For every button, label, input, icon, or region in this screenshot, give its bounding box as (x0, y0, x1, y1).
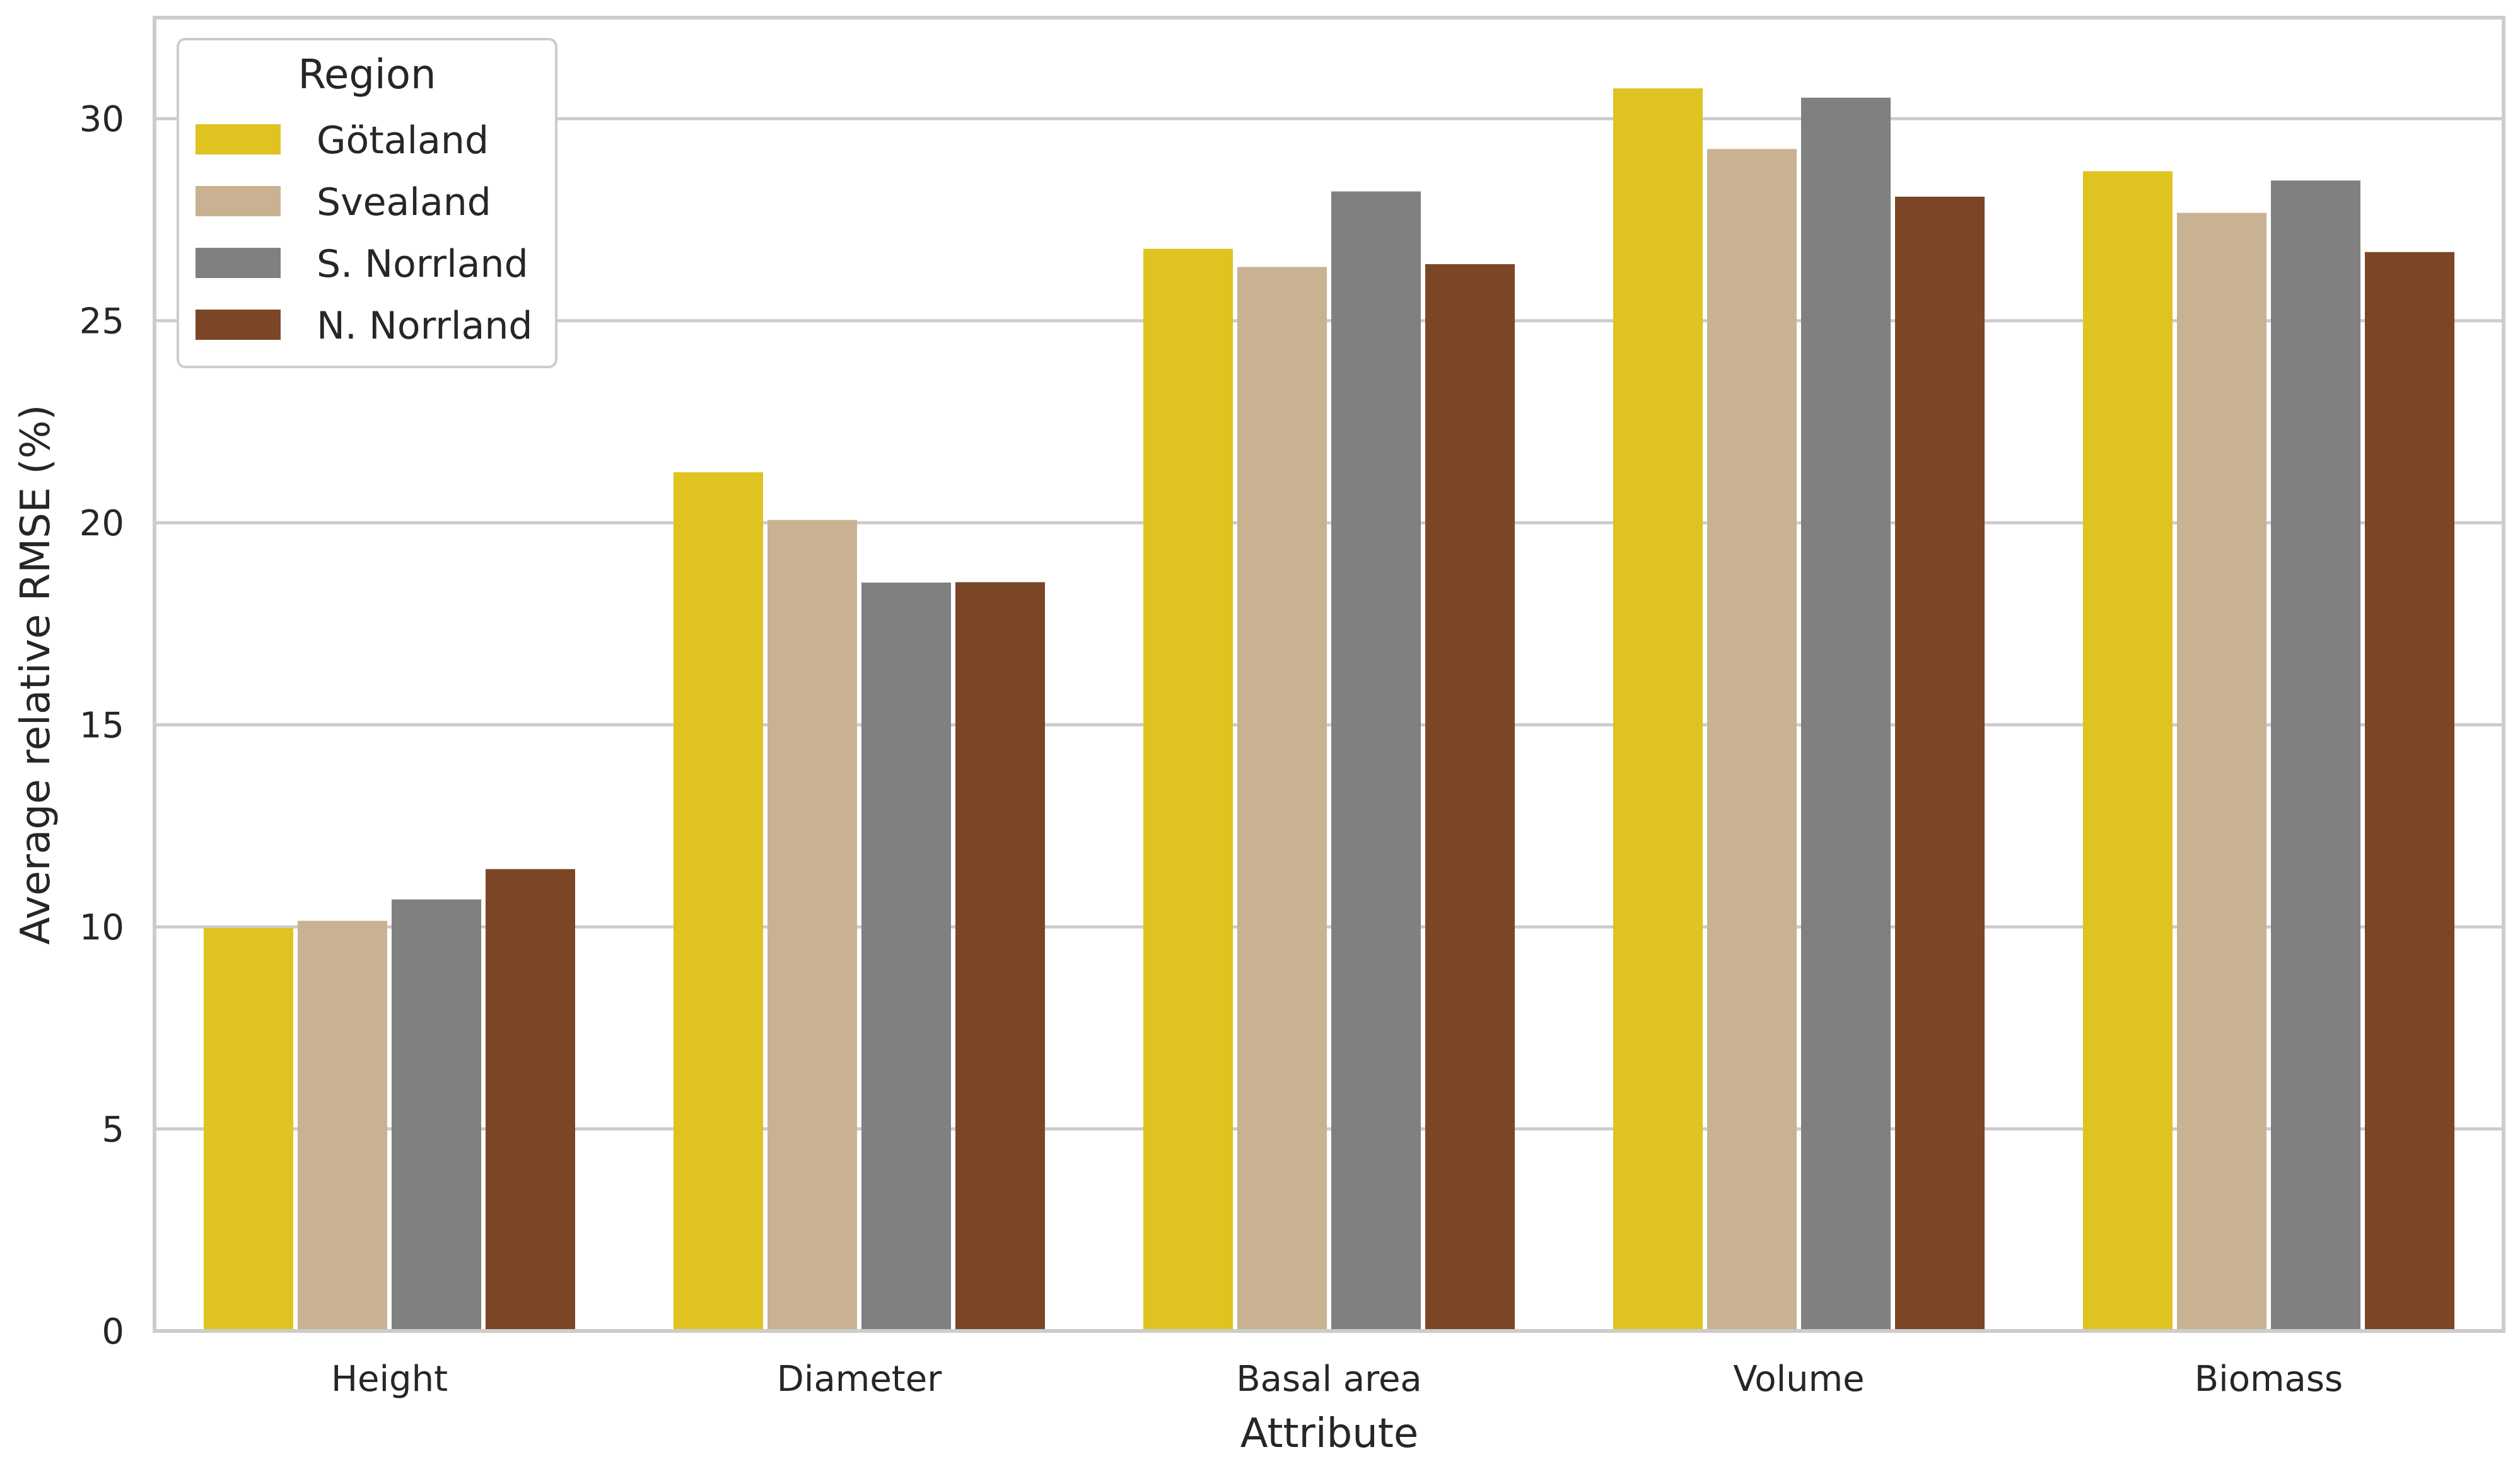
y-tick-label: 10 (79, 907, 124, 948)
x-axis-label: Attribute (1240, 1410, 1419, 1457)
x-tick-label: Height (331, 1359, 448, 1400)
bar-layer (204, 88, 2454, 1332)
bar (2177, 212, 2266, 1331)
legend-label: Götaland (317, 119, 489, 163)
bar (298, 921, 387, 1331)
legend-label: Svealand (317, 180, 491, 224)
y-tick-label: 20 (79, 503, 124, 544)
legend-items: Götaland Svealand S. Norrland N. Norrland (195, 119, 532, 348)
plot-frame (153, 16, 2505, 1333)
legend-title: Region (298, 52, 436, 98)
x-tick-label: Biomass (2195, 1359, 2343, 1400)
y-tick-label: 15 (79, 706, 124, 747)
bar (1613, 88, 1703, 1332)
bar (2271, 180, 2360, 1331)
y-tick-label: 5 (102, 1110, 124, 1151)
bar (486, 869, 575, 1331)
x-tick-label: Basal area (1236, 1359, 1421, 1400)
bar (2365, 252, 2454, 1332)
x-tick-labels: Height Diameter Basal area Volume Biomass (331, 1359, 2343, 1400)
bar (1331, 191, 1421, 1331)
bar (1237, 267, 1327, 1332)
y-tick-label: 25 (79, 301, 124, 342)
legend-swatch (195, 310, 281, 340)
y-tick-labels: 0 5 10 15 20 25 30 (79, 99, 124, 1352)
bar (955, 582, 1045, 1331)
bar (1425, 264, 1515, 1331)
bar (674, 472, 763, 1331)
legend-swatch (195, 186, 281, 216)
bar (2083, 171, 2173, 1331)
legend-swatch (195, 124, 281, 154)
legend-label: N. Norrland (317, 304, 532, 348)
bar (767, 520, 857, 1331)
x-tick-label: Volume (1733, 1359, 1864, 1400)
legend: Region Götaland Svealand S. Norrland N. Nor… (177, 38, 557, 368)
y-tick-label: 30 (79, 99, 124, 140)
bar (1143, 248, 1233, 1331)
bar (1895, 196, 1985, 1331)
bar (204, 927, 293, 1331)
bar (861, 583, 951, 1331)
y-axis-label: Average relative RMSE (%) (13, 405, 59, 945)
legend-label: S. Norrland (317, 242, 528, 286)
bar (392, 899, 481, 1331)
legend-box (177, 38, 557, 368)
legend-swatch (195, 248, 281, 278)
y-tick-label: 0 (102, 1311, 124, 1352)
bar (1801, 97, 1891, 1331)
bar (1707, 149, 1797, 1331)
x-tick-label: Diameter (777, 1359, 942, 1400)
